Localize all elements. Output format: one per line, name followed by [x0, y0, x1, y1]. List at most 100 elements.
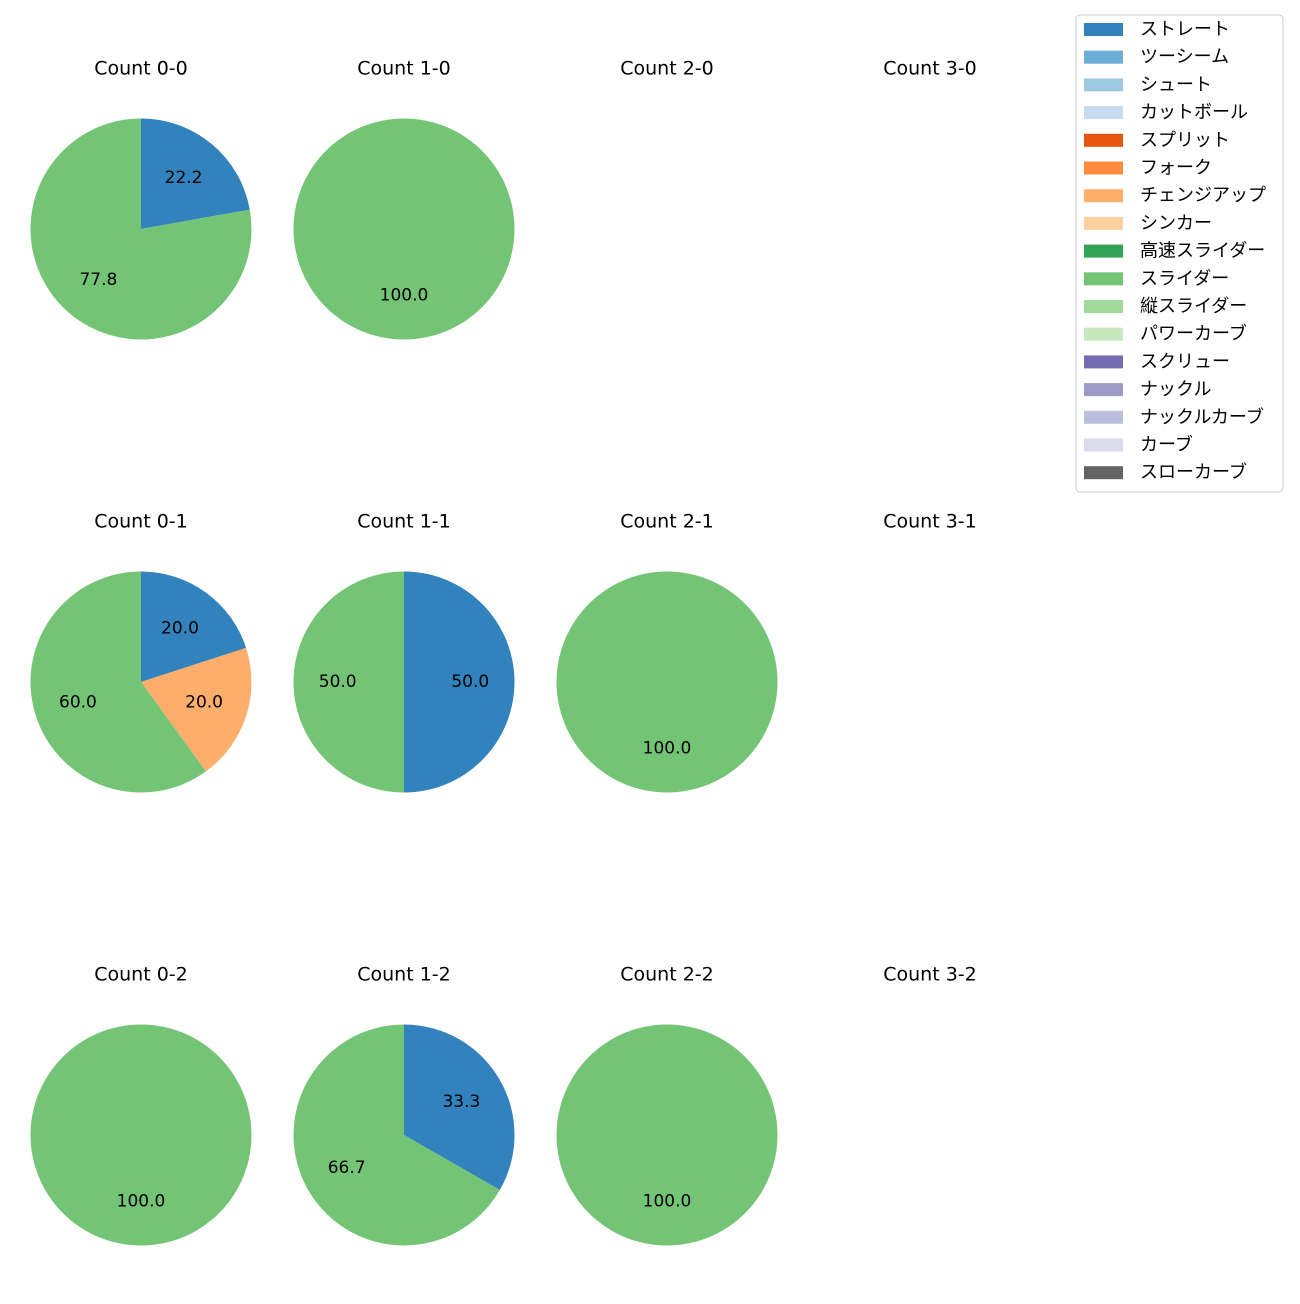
legend-item: スローカーブ [1084, 461, 1247, 483]
panel-title: Count 3-2 [883, 964, 977, 986]
pie-panel: Count 1-2 33.3 66.7 [293, 964, 515, 1246]
legend-label: カットボール [1140, 102, 1248, 123]
legend-item: ナックルカーブ [1084, 406, 1264, 428]
pie-panel: Count 1-0 100.0 [293, 58, 515, 340]
panel-title: Count 1-1 [357, 511, 451, 533]
legend-item: スプリット [1084, 130, 1230, 151]
pie-panel: Count 3-0 [883, 58, 977, 80]
legend-swatch [1084, 244, 1123, 258]
legend-frame [1075, 14, 1284, 493]
slice-label: 22.2 [165, 168, 203, 188]
pie-slice [293, 118, 515, 340]
legend-swatch [1084, 383, 1123, 397]
panel-title: Count 0-0 [94, 58, 188, 80]
pie-panel: Count 2-0 [620, 58, 714, 80]
slice-label: 100.0 [643, 738, 692, 758]
pie-slice [30, 118, 252, 340]
legend-label: パワーカーブ [1140, 323, 1247, 345]
panels-layer: Count 0-0 22.2 77.8 Count 1-0 100.0 Count 2-0… [30, 58, 977, 1246]
legend-swatch [1084, 189, 1123, 203]
legend-item: ストレート [1084, 19, 1230, 40]
pie-slice [293, 1024, 500, 1246]
slice-label: 77.8 [79, 270, 117, 290]
pie-slice [141, 571, 247, 682]
legend-swatch [1084, 272, 1123, 286]
pie-panel: Count 0-0 22.2 77.8 [30, 58, 252, 340]
slice-label: 33.3 [442, 1092, 480, 1112]
pie-slice [404, 571, 515, 793]
pie-panel: Count 2-2 100.0 [556, 964, 778, 1246]
legend-swatch [1084, 23, 1123, 36]
panel-title: Count 3-1 [883, 511, 977, 533]
legend-label: カーブ [1140, 434, 1193, 456]
slice-label: 20.0 [185, 692, 223, 712]
panel-title: Count 3-0 [883, 58, 977, 80]
slice-label: 20.0 [161, 618, 199, 638]
slice-label: 100.0 [380, 285, 429, 305]
pie-panel: Count 0-2 100.0 [30, 964, 252, 1246]
panel-title: Count 2-1 [620, 511, 714, 533]
legend-label: 縦スライダー [1140, 296, 1247, 317]
pie-panel: Count 0-1 20.0 20.0 60.0 [30, 511, 252, 793]
legend-label: ナックル [1140, 379, 1211, 400]
legend-item: シュート [1084, 74, 1212, 95]
slice-label: 50.0 [451, 672, 489, 692]
legend: ストレートツーシームシュートカットボールスプリットフォークチェンジアップシンカー… [1075, 14, 1284, 493]
slice-label: 60.0 [59, 692, 97, 712]
legend-item: スライダー [1084, 268, 1229, 289]
legend-label: スローカーブ [1140, 461, 1247, 483]
panel-title: Count 2-2 [620, 964, 714, 986]
legend-label: ナックルカーブ [1140, 406, 1264, 428]
pie-slice [141, 118, 250, 229]
pie-slice [293, 571, 404, 793]
panel-title: Count 0-1 [94, 511, 188, 533]
pie-slice [404, 1024, 515, 1191]
pie-panel: Count 2-1 100.0 [556, 511, 778, 793]
legend-label: 高速スライダー [1140, 241, 1265, 262]
panel-title: Count 1-0 [357, 58, 451, 80]
legend-swatch [1084, 106, 1123, 120]
legend-item: カーブ [1084, 434, 1193, 456]
legend-swatch [1084, 50, 1123, 64]
legend-swatch [1084, 438, 1123, 452]
pie-slice [141, 647, 252, 772]
legend-swatch [1084, 327, 1123, 341]
pie-slice [30, 1024, 252, 1246]
pie-panel: Count 3-1 [883, 511, 977, 533]
legend-swatch [1084, 161, 1123, 175]
legend-item: シンカー [1084, 213, 1212, 234]
pie-panel: Count 3-2 [883, 964, 977, 986]
slice-label: 100.0 [117, 1191, 166, 1211]
legend-label: フォーク [1140, 158, 1212, 179]
legend-item: 高速スライダー [1084, 241, 1265, 262]
legend-label: シンカー [1140, 213, 1212, 234]
legend-item: フォーク [1084, 158, 1212, 179]
legend-item: ツーシーム [1084, 47, 1229, 68]
slice-label: 66.7 [328, 1158, 366, 1178]
legend-swatch [1084, 466, 1123, 480]
legend-item: ナックル [1084, 379, 1211, 400]
legend-label: スプリット [1140, 130, 1230, 151]
legend-label: ストレート [1140, 19, 1230, 40]
pie-panel: Count 1-1 50.0 50.0 [293, 511, 515, 793]
legend-label: スライダー [1140, 268, 1229, 289]
slice-label: 50.0 [319, 672, 357, 692]
legend-item: カットボール [1084, 102, 1248, 123]
pie-slice [556, 571, 778, 793]
pie-slice [30, 571, 206, 793]
legend-swatch [1084, 216, 1123, 230]
legend-swatch [1084, 300, 1123, 313]
legend-swatch [1084, 355, 1123, 369]
legend-label: スクリュー [1140, 351, 1230, 372]
legend-item: パワーカーブ [1084, 323, 1247, 345]
pie-slice [556, 1024, 778, 1246]
slice-label: 100.0 [643, 1191, 692, 1211]
legend-label: チェンジアップ [1140, 185, 1266, 206]
legend-item: スクリュー [1084, 351, 1230, 372]
panel-title: Count 1-2 [357, 964, 451, 986]
legend-swatch [1084, 410, 1123, 424]
legend-swatch [1084, 133, 1123, 147]
legend-item: チェンジアップ [1084, 185, 1266, 206]
legend-label: シュート [1140, 74, 1212, 95]
